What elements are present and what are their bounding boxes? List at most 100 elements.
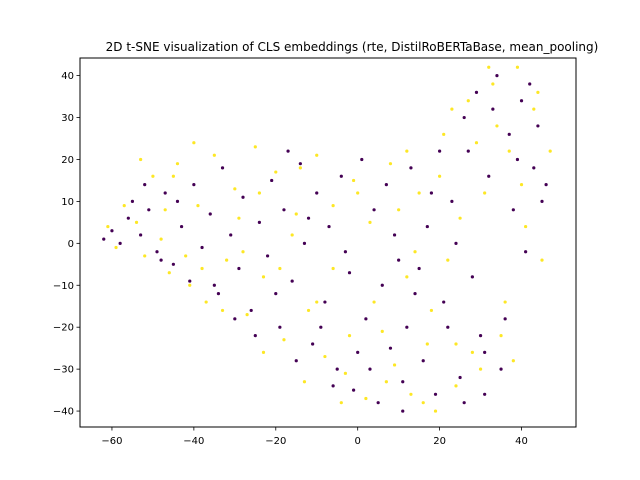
data-point bbox=[466, 149, 470, 153]
data-point bbox=[241, 250, 245, 254]
data-point bbox=[245, 313, 249, 317]
data-point bbox=[323, 300, 327, 304]
data-point bbox=[462, 115, 466, 120]
data-point bbox=[237, 216, 241, 220]
data-point bbox=[106, 224, 110, 229]
data-point bbox=[446, 258, 450, 262]
data-point bbox=[286, 149, 290, 153]
data-point bbox=[433, 392, 438, 396]
data-point bbox=[171, 174, 175, 178]
data-point bbox=[368, 220, 372, 224]
data-point bbox=[360, 157, 364, 162]
data-point bbox=[507, 132, 511, 136]
data-point bbox=[192, 141, 196, 145]
data-point bbox=[401, 380, 405, 384]
data-point bbox=[290, 279, 294, 283]
data-point bbox=[253, 145, 257, 149]
data-point bbox=[188, 283, 192, 287]
data-point bbox=[454, 241, 458, 245]
data-point bbox=[507, 149, 511, 153]
data-point bbox=[528, 82, 532, 86]
data-point bbox=[331, 384, 335, 388]
y-tick-label: −20 bbox=[53, 323, 74, 334]
data-point bbox=[425, 342, 429, 346]
data-point bbox=[433, 409, 438, 413]
data-point bbox=[298, 162, 302, 166]
chart-title: 2D t-SNE visualization of CLS embeddings… bbox=[106, 40, 599, 54]
data-point bbox=[478, 367, 483, 371]
data-point bbox=[163, 208, 167, 212]
data-point bbox=[388, 346, 393, 350]
data-points bbox=[102, 65, 552, 413]
data-point bbox=[380, 329, 384, 333]
data-point bbox=[536, 124, 540, 128]
data-point bbox=[139, 157, 143, 162]
y-tick-label: 30 bbox=[61, 113, 74, 124]
data-point bbox=[397, 208, 401, 212]
data-point bbox=[450, 199, 454, 204]
data-point bbox=[548, 149, 552, 153]
data-point bbox=[384, 183, 388, 187]
data-point bbox=[298, 166, 302, 170]
data-point bbox=[282, 338, 286, 342]
y-tick-label: −40 bbox=[53, 407, 74, 418]
data-point bbox=[409, 166, 413, 170]
y-axis: −40 −30 −20 −10 0 10 20 30 40 bbox=[53, 71, 80, 418]
data-point bbox=[323, 354, 327, 359]
data-point bbox=[474, 141, 479, 145]
data-point bbox=[200, 245, 204, 250]
data-point bbox=[351, 388, 356, 392]
data-point bbox=[380, 283, 384, 287]
data-point bbox=[405, 325, 409, 329]
data-point bbox=[335, 367, 339, 371]
data-point bbox=[515, 157, 520, 162]
data-point bbox=[315, 153, 319, 157]
data-point bbox=[216, 292, 221, 296]
data-point bbox=[233, 317, 237, 321]
data-point bbox=[454, 384, 458, 388]
data-point bbox=[134, 220, 139, 224]
data-point bbox=[392, 363, 397, 367]
data-point bbox=[487, 174, 491, 178]
x-tick-label: −60 bbox=[101, 436, 122, 447]
data-point bbox=[257, 191, 261, 195]
data-point bbox=[450, 107, 454, 111]
x-tick-label: −20 bbox=[265, 436, 286, 447]
data-point bbox=[319, 325, 323, 329]
data-point bbox=[175, 162, 180, 166]
y-tick-label: −10 bbox=[53, 281, 74, 292]
data-point bbox=[159, 237, 163, 241]
data-point bbox=[114, 245, 118, 250]
data-point bbox=[139, 233, 143, 237]
data-point bbox=[356, 191, 360, 195]
data-point bbox=[233, 187, 237, 191]
data-point bbox=[315, 191, 319, 195]
data-point bbox=[306, 308, 311, 313]
data-point bbox=[368, 367, 372, 371]
data-point bbox=[343, 371, 348, 375]
data-point bbox=[429, 191, 434, 195]
data-point bbox=[184, 254, 188, 258]
data-point bbox=[188, 279, 192, 283]
data-point bbox=[274, 292, 278, 296]
data-point bbox=[474, 90, 479, 94]
data-point bbox=[515, 65, 520, 69]
data-point bbox=[417, 266, 421, 271]
data-point bbox=[306, 216, 311, 220]
data-point bbox=[421, 359, 425, 363]
data-point bbox=[478, 333, 483, 338]
data-point bbox=[241, 195, 245, 199]
data-point bbox=[446, 325, 450, 329]
data-point bbox=[491, 82, 495, 86]
data-point bbox=[364, 396, 368, 401]
data-point bbox=[483, 392, 487, 396]
data-point bbox=[499, 367, 503, 371]
y-tick-label: −30 bbox=[53, 365, 74, 376]
data-point bbox=[495, 74, 499, 78]
data-point bbox=[544, 183, 548, 187]
data-point bbox=[339, 401, 343, 405]
y-tick-label: 40 bbox=[61, 71, 74, 82]
data-point bbox=[200, 266, 204, 271]
data-point bbox=[388, 162, 393, 166]
data-point bbox=[462, 401, 466, 405]
